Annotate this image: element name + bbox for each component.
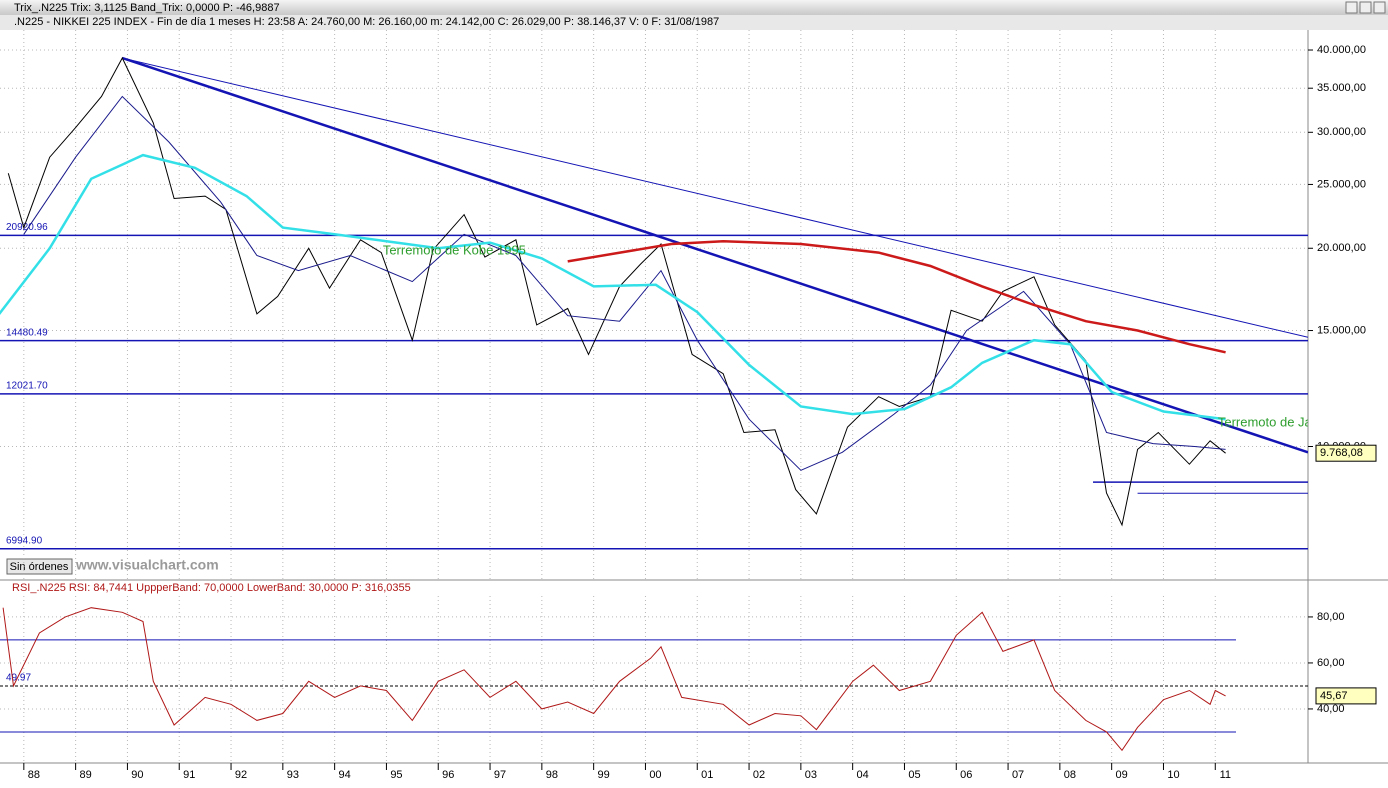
minimize-button[interactable] xyxy=(1345,1,1358,14)
y-tick-label: 60,00 xyxy=(1317,657,1345,669)
y-tick-label: 20.000,00 xyxy=(1317,242,1366,254)
x-tick-label: 00 xyxy=(649,769,661,781)
rsi-header: RSI_.N225 RSI: 84,7441 UppperBand: 70,00… xyxy=(12,582,411,594)
x-tick-label: 95 xyxy=(390,769,402,781)
window-title: Trix_.N225 Trix: 3,1125 Band_Trix: 0,000… xyxy=(14,2,280,14)
orders-button[interactable] xyxy=(6,558,73,575)
last-value-label: 45,67 xyxy=(1320,690,1348,702)
x-tick-label: 01 xyxy=(701,769,713,781)
header-bar xyxy=(0,15,1388,30)
price-header: .N225 - NIKKEI 225 INDEX - Fin de día 1 … xyxy=(14,16,719,28)
series-line xyxy=(23,95,1226,471)
x-tick-label: 09 xyxy=(1116,769,1128,781)
close-button[interactable] xyxy=(1373,1,1386,14)
x-tick-label: 93 xyxy=(287,769,299,781)
y-tick-label: 15.000,00 xyxy=(1317,324,1366,336)
y-tick-label: 80,00 xyxy=(1317,611,1345,623)
x-tick-label: 89 xyxy=(80,769,92,781)
last-value-box xyxy=(1315,444,1377,462)
y-tick-label: 30.000,00 xyxy=(1317,126,1366,138)
last-value-label: 9.768,08 xyxy=(1320,447,1363,459)
trend-line xyxy=(122,57,1308,338)
x-tick-label: 05 xyxy=(908,769,920,781)
watermark: www.visualchart.com xyxy=(75,557,219,573)
x-tick-label: 06 xyxy=(960,769,972,781)
x-tick-label: 90 xyxy=(131,769,143,781)
series-line xyxy=(567,239,1226,354)
mid-label: 49.97 xyxy=(6,673,31,684)
series-line xyxy=(0,153,1226,421)
annotation: Terremoto de Japón xyxy=(1218,415,1334,430)
x-tick-label: 04 xyxy=(857,769,869,781)
x-tick-label: 98 xyxy=(546,769,558,781)
level-label: 20920.96 xyxy=(6,222,48,233)
x-tick-label: 97 xyxy=(494,769,506,781)
x-tick-label: 02 xyxy=(753,769,765,781)
y-tick-label: 25.000,00 xyxy=(1317,178,1366,190)
x-tick-label: 07 xyxy=(1012,769,1024,781)
orders-button-label: Sin órdenes xyxy=(10,561,69,573)
series-line xyxy=(2,607,1226,752)
plot-area: 49.97 xyxy=(0,596,1308,763)
x-tick-label: 08 xyxy=(1064,769,1076,781)
plot-area: 20920.96 14480.49 12021.70 6994.90 Terremoto… xyxy=(0,30,1334,580)
x-tick-label: 99 xyxy=(598,769,610,781)
x-tick-label: 94 xyxy=(339,769,351,781)
level-label: 6994.90 xyxy=(6,535,43,546)
last-value-box xyxy=(1315,687,1377,705)
maximize-button[interactable] xyxy=(1359,1,1372,14)
series-line xyxy=(7,56,1226,527)
level-label: 12021.70 xyxy=(6,380,48,391)
level-label: 14480.49 xyxy=(6,327,48,338)
y-tick-label: 40.000,00 xyxy=(1317,44,1366,56)
trend-line xyxy=(121,56,1308,454)
x-tick-label: 92 xyxy=(235,769,247,781)
y-tick-label: 35.000,00 xyxy=(1317,82,1366,94)
x-tick-label: 10 xyxy=(1167,769,1179,781)
x-tick-label: 03 xyxy=(805,769,817,781)
x-tick-label: 11 xyxy=(1220,769,1231,781)
x-tick-label: 88 xyxy=(28,769,40,781)
x-tick-label: 91 xyxy=(183,769,195,781)
annotation: Terremoto de Kobe 1995 xyxy=(383,243,526,258)
y-tick-label: 40,00 xyxy=(1317,703,1345,715)
x-tick-label: 96 xyxy=(442,769,454,781)
title-bar xyxy=(0,0,1388,15)
